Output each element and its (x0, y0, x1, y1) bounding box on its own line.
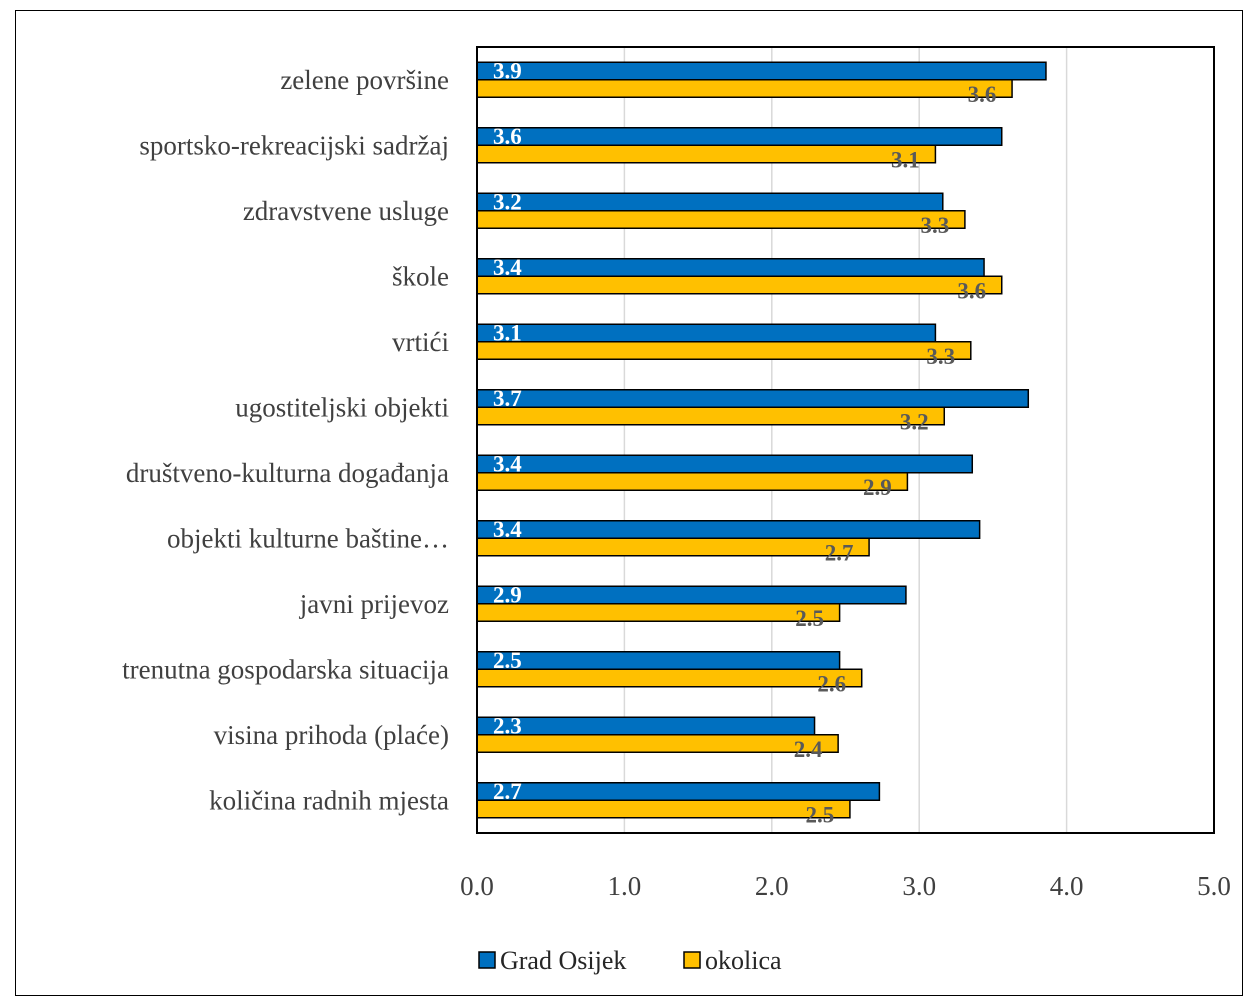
data-label-grad-osijek: 3.4 (493, 255, 522, 280)
x-tick-label: 0.0 (460, 871, 494, 901)
x-tick-label: 1.0 (608, 871, 642, 901)
data-label-grad-osijek: 3.1 (493, 320, 522, 345)
x-tick-label: 3.0 (902, 871, 936, 901)
chart-frame: 3.9 3.6 3.6 3.1 3.2 3.3 3.4 3.6 3.1 3.3 3.7 3.2 3.4 2… (15, 10, 1243, 996)
bar-grad-osijek (476, 651, 841, 670)
data-label-grad-osijek: 3.2 (493, 189, 522, 214)
category-label: društveno-kulturna događanja (126, 458, 449, 488)
category-label: ugostiteljski objekti (235, 392, 449, 422)
data-labels: 3.9 3.6 3.6 3.1 3.2 3.3 3.4 3.6 3.1 3.3 3.7 3.2 3.4 2… (493, 58, 996, 827)
category-label: trenutna gospodarska situacija (122, 654, 449, 684)
data-label-okolica: 3.3 (926, 344, 955, 369)
bar-okolica (476, 603, 841, 622)
bar-okolica (476, 406, 946, 426)
x-tick-label: 5.0 (1197, 871, 1231, 901)
category-label: vrtići (392, 327, 449, 357)
bar-grad-osijek (476, 127, 1003, 146)
plot-area-border (476, 46, 1215, 834)
bar-grad-osijek (476, 782, 881, 801)
bar-okolica (476, 144, 937, 164)
data-label-okolica: 2.4 (794, 737, 823, 762)
data-label-okolica: 3.2 (900, 409, 929, 434)
legend-grad-osijek-label: Grad Osijek (500, 946, 626, 975)
category-label: zdravstvene usluge (243, 196, 449, 226)
bar-okolica (476, 341, 972, 360)
legend-grad-osijek-swatch (478, 951, 496, 969)
data-label-grad-osijek: 2.9 (493, 582, 522, 607)
bar-okolica (476, 734, 839, 753)
bars (476, 61, 1047, 819)
category-label: visina prihoda (plaće) (214, 720, 449, 750)
grid-lines (623, 47, 1068, 833)
bar-okolica (476, 472, 909, 491)
legend-okolica-swatch (683, 951, 701, 969)
bar-grad-osijek (476, 716, 816, 736)
legend-okolica-label: okolica (705, 946, 782, 975)
x-tick-label: 4.0 (1050, 871, 1084, 901)
bar-grad-osijek (476, 258, 985, 277)
bar-okolica (476, 668, 863, 688)
bar-grad-osijek (476, 389, 1030, 408)
data-label-okolica: 2.5 (806, 802, 835, 827)
legend: Grad Osijek okolica (478, 946, 782, 975)
data-label-okolica: 3.3 (921, 213, 950, 238)
data-label-okolica: 2.9 (863, 475, 892, 500)
data-label-okolica: 2.5 (795, 606, 824, 631)
category-label: javni prijevoz (299, 589, 449, 619)
data-label-okolica: 2.7 (825, 540, 854, 565)
category-label: zelene površine (280, 65, 449, 95)
bar-grad-osijek (476, 192, 944, 212)
data-label-grad-osijek: 3.7 (493, 386, 522, 411)
bar-okolica (476, 79, 1013, 98)
x-axis-ticks: 0.0 1.0 2.0 3.0 4.0 5.0 (460, 871, 1231, 901)
data-label-grad-osijek: 2.5 (493, 648, 522, 673)
data-label-okolica: 3.1 (891, 147, 920, 172)
bar-grad-osijek (476, 323, 937, 343)
data-label-grad-osijek: 2.7 (493, 779, 522, 804)
category-label: sportsko-rekreacijski sadržaj (139, 130, 449, 160)
bar-okolica (476, 210, 966, 229)
data-label-grad-osijek: 3.9 (493, 58, 522, 83)
data-label-okolica: 3.6 (968, 82, 997, 107)
data-label-okolica: 3.6 (957, 278, 986, 303)
data-label-grad-osijek: 3.6 (493, 124, 522, 149)
category-label: objekti kulturne baštine… (167, 523, 449, 553)
bar-grad-osijek (476, 585, 907, 605)
bar-okolica (476, 799, 851, 819)
x-tick-label: 2.0 (755, 871, 789, 901)
bar-okolica (476, 537, 870, 557)
bar-chart: 3.9 3.6 3.6 3.1 3.2 3.3 3.4 3.6 3.1 3.3 3.7 3.2 3.4 2… (122, 46, 1231, 975)
data-label-grad-osijek: 3.4 (493, 517, 522, 542)
bar-grad-osijek (476, 520, 981, 539)
data-label-okolica: 2.6 (817, 671, 846, 696)
category-label: škole (392, 261, 449, 291)
bar-grad-osijek (476, 454, 974, 474)
data-label-grad-osijek: 3.4 (493, 451, 522, 476)
bar-okolica (476, 275, 1003, 295)
category-labels: zelene površine sportsko-rekreacijski sad… (122, 65, 449, 816)
bar-grad-osijek (476, 61, 1047, 81)
category-label: količina radnih mjesta (209, 785, 449, 815)
data-label-grad-osijek: 2.3 (493, 713, 522, 738)
